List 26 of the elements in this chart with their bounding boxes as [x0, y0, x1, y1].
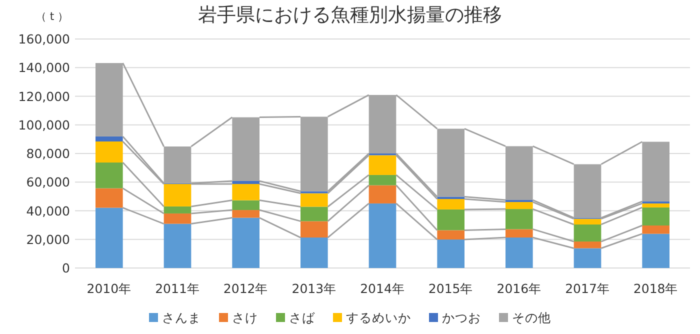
y-tick-label: 100,000 — [18, 117, 70, 132]
legend-label: さけ — [232, 310, 258, 325]
legend-label: さば — [289, 310, 316, 325]
legend-label: するめいか — [346, 310, 411, 325]
x-tick-label: 2010年 — [86, 281, 132, 296]
x-tick-label: 2011年 — [155, 281, 200, 296]
y-axis-title: （ t ） — [35, 10, 69, 23]
legend-label: かつお — [442, 310, 481, 325]
y-tick-label: 140,000 — [18, 60, 70, 76]
x-tick-label: 2013年 — [292, 281, 337, 296]
x-tick-label: 2014年 — [360, 281, 405, 296]
y-tick-label: 20,000 — [26, 232, 70, 247]
y-tick-label: 60,000 — [26, 174, 70, 190]
legend-label: さんま — [162, 310, 201, 325]
x-tick-label: 2016年 — [496, 281, 542, 296]
chart-title: 岩手県における魚種別水揚量の推移 — [198, 4, 502, 26]
y-tick-label: 160,000 — [18, 32, 70, 46]
y-tick-label: 0 — [62, 260, 70, 276]
y-tick-label: 120,000 — [18, 88, 70, 104]
x-tick-label: 2018年 — [633, 281, 678, 296]
x-tick-label: 2012年 — [223, 281, 268, 296]
x-tick-label: 2015年 — [428, 281, 474, 296]
legend-label: その他 — [512, 310, 551, 325]
y-tick-label: 80,000 — [26, 146, 70, 161]
x-tick-label: 2017年 — [565, 281, 610, 296]
y-tick-label: 40,000 — [26, 203, 70, 218]
